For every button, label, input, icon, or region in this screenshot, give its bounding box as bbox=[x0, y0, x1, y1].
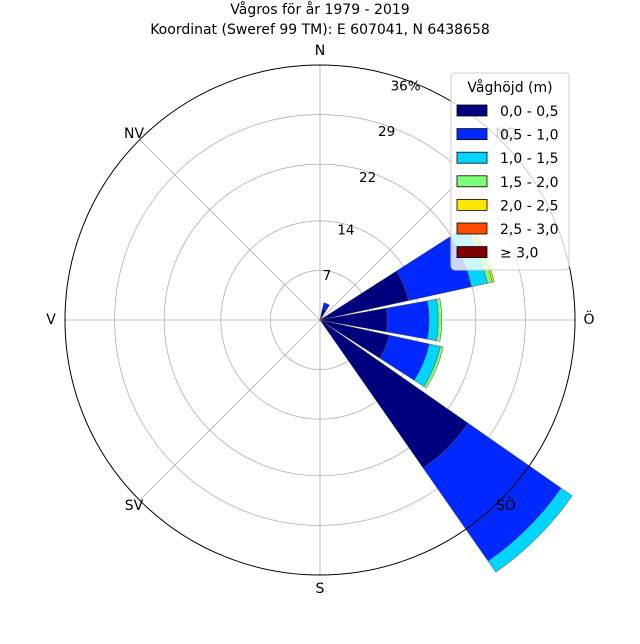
compass-label: V bbox=[46, 312, 56, 328]
legend-swatch bbox=[456, 175, 488, 188]
radial-tick-label: 36% bbox=[391, 78, 421, 94]
radial-tick-label: 7 bbox=[323, 268, 332, 284]
legend-swatch bbox=[456, 246, 488, 259]
legend-label: 1,5 - 2,0 bbox=[500, 175, 558, 191]
rose-bar-segment bbox=[385, 300, 430, 340]
chart-title: Vågros för år 1979 - 2019 bbox=[230, 1, 409, 18]
compass-label: Ö bbox=[583, 310, 594, 328]
legend-swatch bbox=[456, 151, 488, 164]
rose-bar-segment bbox=[322, 302, 330, 311]
legend-swatch bbox=[456, 104, 488, 117]
grid-spoke bbox=[139, 139, 321, 321]
legend-frame bbox=[450, 72, 570, 271]
radial-tick-labels: 7 14 22 29 36% bbox=[323, 78, 421, 284]
rose-bar-segment bbox=[487, 487, 573, 573]
legend-title: Våghöjd (m) bbox=[467, 79, 552, 96]
rose-bar-segment bbox=[427, 298, 439, 342]
rose-bar-segment bbox=[423, 346, 444, 389]
compass-label: NV bbox=[124, 126, 144, 142]
grid-spoke bbox=[139, 319, 321, 501]
polar-frame bbox=[64, 64, 576, 576]
legend-label: 0,5 - 1,0 bbox=[500, 128, 558, 144]
legend-label: 2,0 - 2,5 bbox=[500, 198, 558, 214]
legend-swatch bbox=[456, 222, 488, 235]
legend-label: 2,5 - 3,0 bbox=[500, 222, 558, 238]
chart-subtitle: Koordinat (Sweref 99 TM): E 607041, N 64… bbox=[150, 22, 490, 38]
rose-bar-segment bbox=[436, 298, 443, 342]
compass-label: SÖ bbox=[496, 496, 516, 514]
radial-tick-label: 22 bbox=[359, 170, 376, 186]
rose-bars bbox=[319, 223, 573, 573]
compass-label: N bbox=[315, 43, 325, 59]
legend-label: 0,0 - 0,5 bbox=[500, 104, 558, 120]
polar-grid bbox=[65, 65, 575, 575]
legend-swatch bbox=[456, 198, 488, 211]
compass-label: S bbox=[316, 581, 325, 597]
polar-outer-circle bbox=[64, 64, 576, 576]
legend-items: 0,0 - 0,5 0,5 - 1,0 1,0 - 1,5 1,5 - 2,0 2,0 … bbox=[456, 104, 558, 262]
legend-swatch bbox=[456, 128, 488, 141]
radial-tick-label: 29 bbox=[378, 124, 395, 140]
legend: Våghöjd (m) 0,0 - 0,5 0,5 - 1,0 1,0 - 1,5 1… bbox=[450, 72, 570, 271]
radial-tick-label: 14 bbox=[337, 222, 354, 238]
legend-label: ≥ 3,0 bbox=[500, 246, 538, 262]
compass-label: SV bbox=[125, 498, 144, 514]
legend-label: 1,0 - 1,5 bbox=[500, 151, 558, 167]
